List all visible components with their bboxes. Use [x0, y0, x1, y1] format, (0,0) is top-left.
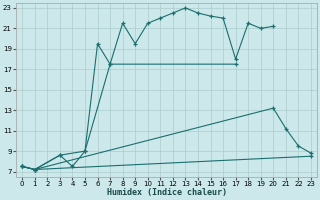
X-axis label: Humidex (Indice chaleur): Humidex (Indice chaleur) [107, 188, 227, 197]
